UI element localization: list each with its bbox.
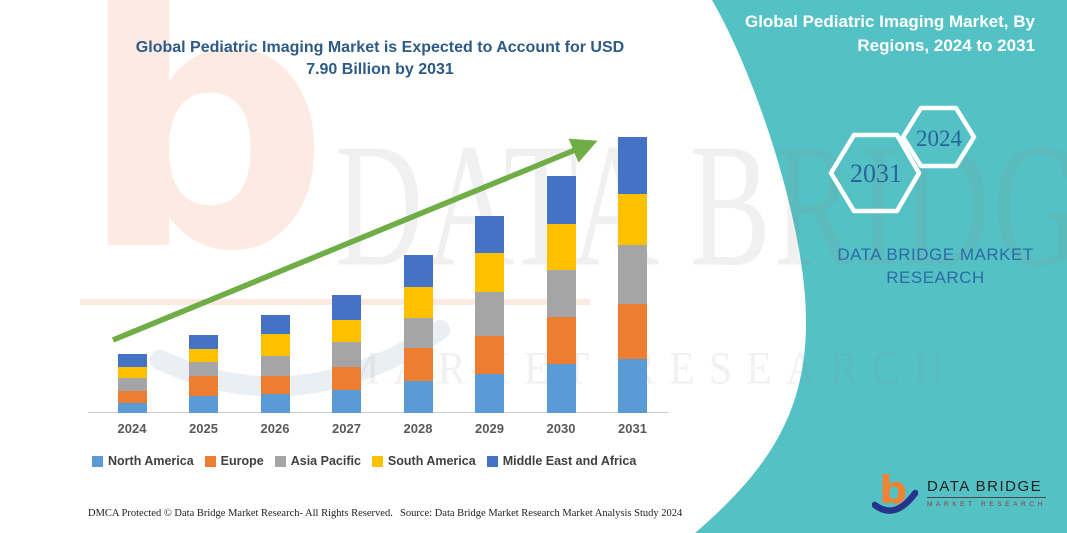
x-axis-label-2031: 2031 <box>618 421 647 436</box>
legend-item-north-america: North America <box>92 454 194 468</box>
segment-north-america-2024 <box>117 402 147 413</box>
segment-south-america-2024 <box>117 366 147 379</box>
segment-asia-pacific-2027 <box>332 342 361 367</box>
legend-swatch-europe <box>204 455 216 467</box>
segment-north-america-2025 <box>189 396 218 413</box>
segment-middle-east-and-africa-2027 <box>332 294 361 320</box>
legend-swatch-north-america <box>92 455 103 467</box>
x-axis-label-2027: 2027 <box>332 421 361 436</box>
segment-south-america-2030 <box>546 223 576 271</box>
data-bridge-logo-icon: b <box>872 468 918 514</box>
segment-asia-pacific-2031 <box>618 245 647 304</box>
legend-item-europe: Europe <box>204 454 264 468</box>
legend-label-asia-pacific: Asia Pacific <box>290 454 361 468</box>
segment-europe-2030 <box>546 316 576 365</box>
segment-south-america-2027 <box>332 319 361 343</box>
legend-label-middle-east-and-africa: Middle East and Africa <box>502 454 637 468</box>
footer-logo-brand: DATA BRIDGE <box>927 478 1046 498</box>
x-axis-label-2028: 2028 <box>403 421 433 436</box>
x-axis-label-2026: 2026 <box>260 421 290 436</box>
segment-middle-east-and-africa-2029 <box>475 215 504 254</box>
segment-europe-2031 <box>618 303 647 359</box>
bar-2028 <box>403 254 433 413</box>
dmca-notice: DMCA Protected © Data Bridge Market Rese… <box>88 508 393 519</box>
x-axis-label-2024: 2024 <box>117 421 147 436</box>
segment-europe-2027 <box>332 366 361 391</box>
brand-text-line2: RESEARCH <box>886 268 985 287</box>
footer-logo-tagline: MARKET RESEARCH <box>927 501 1046 508</box>
segment-north-america-2031 <box>618 358 647 413</box>
segment-north-america-2026 <box>260 393 290 413</box>
x-axis-label-2030: 2030 <box>546 421 576 436</box>
hexagon-2024-label: 2024 <box>916 126 963 151</box>
bar-2026 <box>260 314 290 413</box>
segment-north-america-2028 <box>403 381 433 413</box>
segment-north-america-2029 <box>475 373 504 413</box>
segment-europe-2028 <box>403 348 433 382</box>
segment-europe-2026 <box>260 375 290 394</box>
segment-asia-pacific-2026 <box>260 355 290 376</box>
segment-europe-2029 <box>475 336 504 374</box>
segment-middle-east-and-africa-2025 <box>189 334 218 349</box>
segment-europe-2024 <box>117 391 147 403</box>
panel-title: Global Pediatric Imaging Market, By Regi… <box>725 10 1035 58</box>
legend-swatch-asia-pacific <box>274 455 286 467</box>
legend-swatch-middle-east-and-africa <box>486 455 498 467</box>
hexagon-2024 <box>900 105 977 169</box>
legend-item-asia-pacific: Asia Pacific <box>274 454 361 468</box>
segment-middle-east-and-africa-2031 <box>618 137 647 194</box>
chart-legend: North America Europe Asia Pacific South Ame… <box>92 454 636 468</box>
bar-2024 <box>117 353 147 413</box>
segment-south-america-2025 <box>189 348 218 363</box>
footer-logo-text: DATA BRIDGE MARKET RESEARCH <box>927 478 1046 508</box>
x-axis-line <box>88 412 668 413</box>
hexagon-2031-label: 2031 <box>850 159 902 188</box>
legend-label-north-america: North America <box>108 454 194 468</box>
segment-asia-pacific-2025 <box>189 362 218 376</box>
source-note: Source: Data Bridge Market Research Mark… <box>400 508 683 519</box>
segment-asia-pacific-2029 <box>475 292 504 337</box>
segment-south-america-2031 <box>618 193 647 246</box>
segment-asia-pacific-2028 <box>403 317 433 349</box>
footer-logo: b DATA BRIDGE MARKET RESEARCH <box>872 467 1046 519</box>
legend-item-south-america: South America <box>371 454 476 468</box>
chart-title-line1: Global Pediatric Imaging Market is Expec… <box>135 39 625 56</box>
chart-title: Global Pediatric Imaging Market is Expec… <box>120 37 640 81</box>
legend-label-south-america: South America <box>387 454 476 468</box>
bar-2025 <box>189 334 218 413</box>
segment-middle-east-and-africa-2028 <box>403 254 433 288</box>
segment-north-america-2027 <box>332 390 361 413</box>
brand-text-line1: DATA BRIDGE MARKET <box>837 245 1034 264</box>
chart-title-line2: 7.90 Billion by 2031 <box>306 61 454 78</box>
x-axis-label-2025: 2025 <box>189 421 218 436</box>
brand-text: DATA BRIDGE MARKET RESEARCH <box>833 243 1038 289</box>
legend-swatch-south-america <box>371 455 383 467</box>
segment-europe-2025 <box>189 375 218 397</box>
segment-asia-pacific-2030 <box>546 270 576 317</box>
segment-asia-pacific-2024 <box>117 378 147 391</box>
segment-south-america-2028 <box>403 287 433 318</box>
legend-item-middle-east-and-africa: Middle East and Africa <box>486 454 637 468</box>
x-axis-label-2029: 2029 <box>475 421 504 436</box>
segment-south-america-2026 <box>260 334 290 356</box>
bar-2029 <box>475 215 504 413</box>
bar-2030 <box>546 176 576 413</box>
legend-label-europe: Europe <box>220 454 264 468</box>
bar-2027 <box>332 294 361 413</box>
segment-middle-east-and-africa-2030 <box>546 176 576 224</box>
segment-south-america-2029 <box>475 253 504 293</box>
segment-middle-east-and-africa-2024 <box>117 353 147 367</box>
segment-middle-east-and-africa-2026 <box>260 314 290 335</box>
segment-north-america-2030 <box>546 364 576 413</box>
bar-2031 <box>618 137 647 413</box>
panel-title-line2: Regions, 2024 to 2031 <box>857 36 1035 55</box>
panel-title-line1: Global Pediatric Imaging Market, By <box>744 12 1035 31</box>
hexagon-2031 <box>828 132 922 214</box>
